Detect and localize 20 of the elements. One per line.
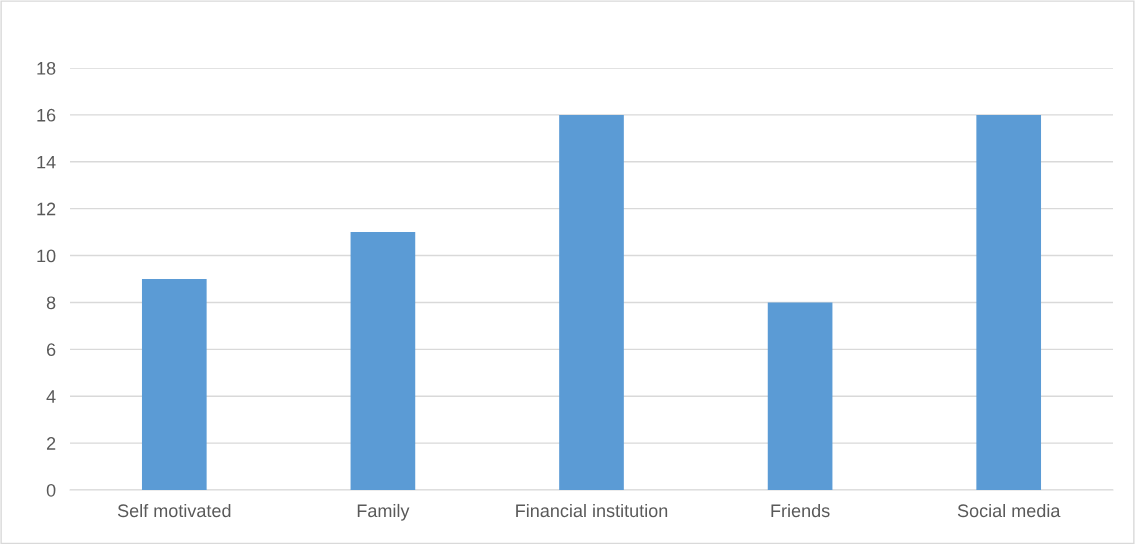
x-tick-label: Friends [771,503,830,518]
bar [559,114,624,490]
x-tick-label: Financial institution [516,503,668,518]
y-tick-label: 14 [37,155,56,169]
y-tick-label: 8 [46,296,56,310]
x-tick-label: Social media [957,503,1061,518]
y-tick-label: 12 [37,202,56,216]
y-tick-label: 16 [37,108,56,122]
y-tick-label: 18 [37,61,56,75]
bar [350,232,416,490]
bar [767,302,833,490]
y-tick-label: 0 [46,483,56,497]
bar [141,279,207,490]
bar [976,114,1042,490]
y-tick-label: 4 [46,390,56,403]
y-tick-label: 6 [46,343,56,357]
y-tick-label: 2 [46,437,56,450]
x-tick-label: Self motivated [117,503,231,518]
x-tick-label: Family [357,503,410,521]
y-tick-label: 10 [37,249,56,263]
